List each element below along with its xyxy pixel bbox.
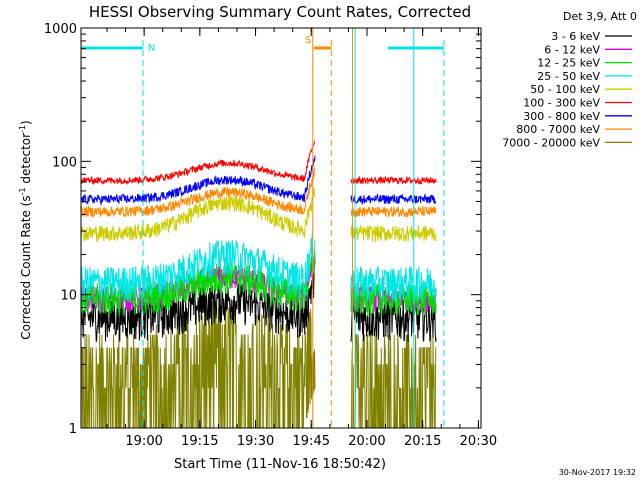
legend-label: 3 - 6 keV [551,30,600,43]
legend-label: 300 - 800 keV [523,110,600,123]
legend-label: 12 - 25 keV [537,57,600,70]
series-line [350,205,437,218]
x-tick-label: 19:00 [125,434,162,449]
series-line [80,167,316,218]
footer-date: 30-Nov-2017 19:32 [559,468,636,477]
series-line [350,192,437,205]
y-axis-label-part: detector [19,133,33,188]
x-tick-label: 19:30 [237,434,274,449]
series-line [351,334,437,429]
series-line [350,224,437,243]
legend-label: 7000 - 20000 keV [502,136,600,149]
y-axis-label-sup: -1 [18,187,27,195]
x-tick-label: 19:15 [181,434,218,449]
interval-label: S [305,35,311,46]
legend-label: 25 - 50 keV [537,70,600,83]
interval-label: N [148,43,155,54]
plot-area: NS [80,28,445,429]
series-line [80,187,316,244]
plot-frame [80,27,482,429]
y-axis: 1 10 100 1000 [44,22,481,437]
y-tick-label: 1000 [44,22,77,37]
y-axis-label-part: ) [19,120,33,125]
series-line [80,233,316,302]
frame-border [80,27,482,429]
series-line [350,175,437,185]
x-tick-label: 20:30 [460,434,497,449]
legend-label: 50 - 100 keV [530,83,600,96]
y-tick-label: 100 [52,155,77,170]
x-axis: 19:00 19:15 19:30 19:45 20:00 20:15 20:30 [106,28,497,449]
legend-label: 800 - 7000 keV [516,123,600,136]
x-tick-label: 20:15 [404,434,441,449]
series-line [80,155,316,206]
y-tick-label: 10 [60,289,77,304]
series-line [80,141,315,186]
y-axis-label-part: Corrected Count Rate (s [19,195,33,339]
chart-title: HESSI Observing Summary Count Rates, Cor… [89,3,471,21]
x-axis-label: Start Time (11-Nov-16 18:50:42) [174,457,386,472]
y-axis-label-sup: -1 [18,125,27,133]
legend-label: 6 - 12 keV [544,43,600,56]
y-axis-label: Corrected Count Rate (s-1 detector-1) [18,120,33,339]
x-tick-label: 20:00 [348,434,385,449]
series-line [80,260,316,342]
series-line [350,265,437,303]
y-tick-label: 1 [69,422,77,437]
legend-header: Det 3,9, Att 0 [563,10,637,23]
series-line [80,249,316,317]
x-tick-label: 19:45 [293,434,330,449]
legend-label: 100 - 300 keV [523,97,600,110]
